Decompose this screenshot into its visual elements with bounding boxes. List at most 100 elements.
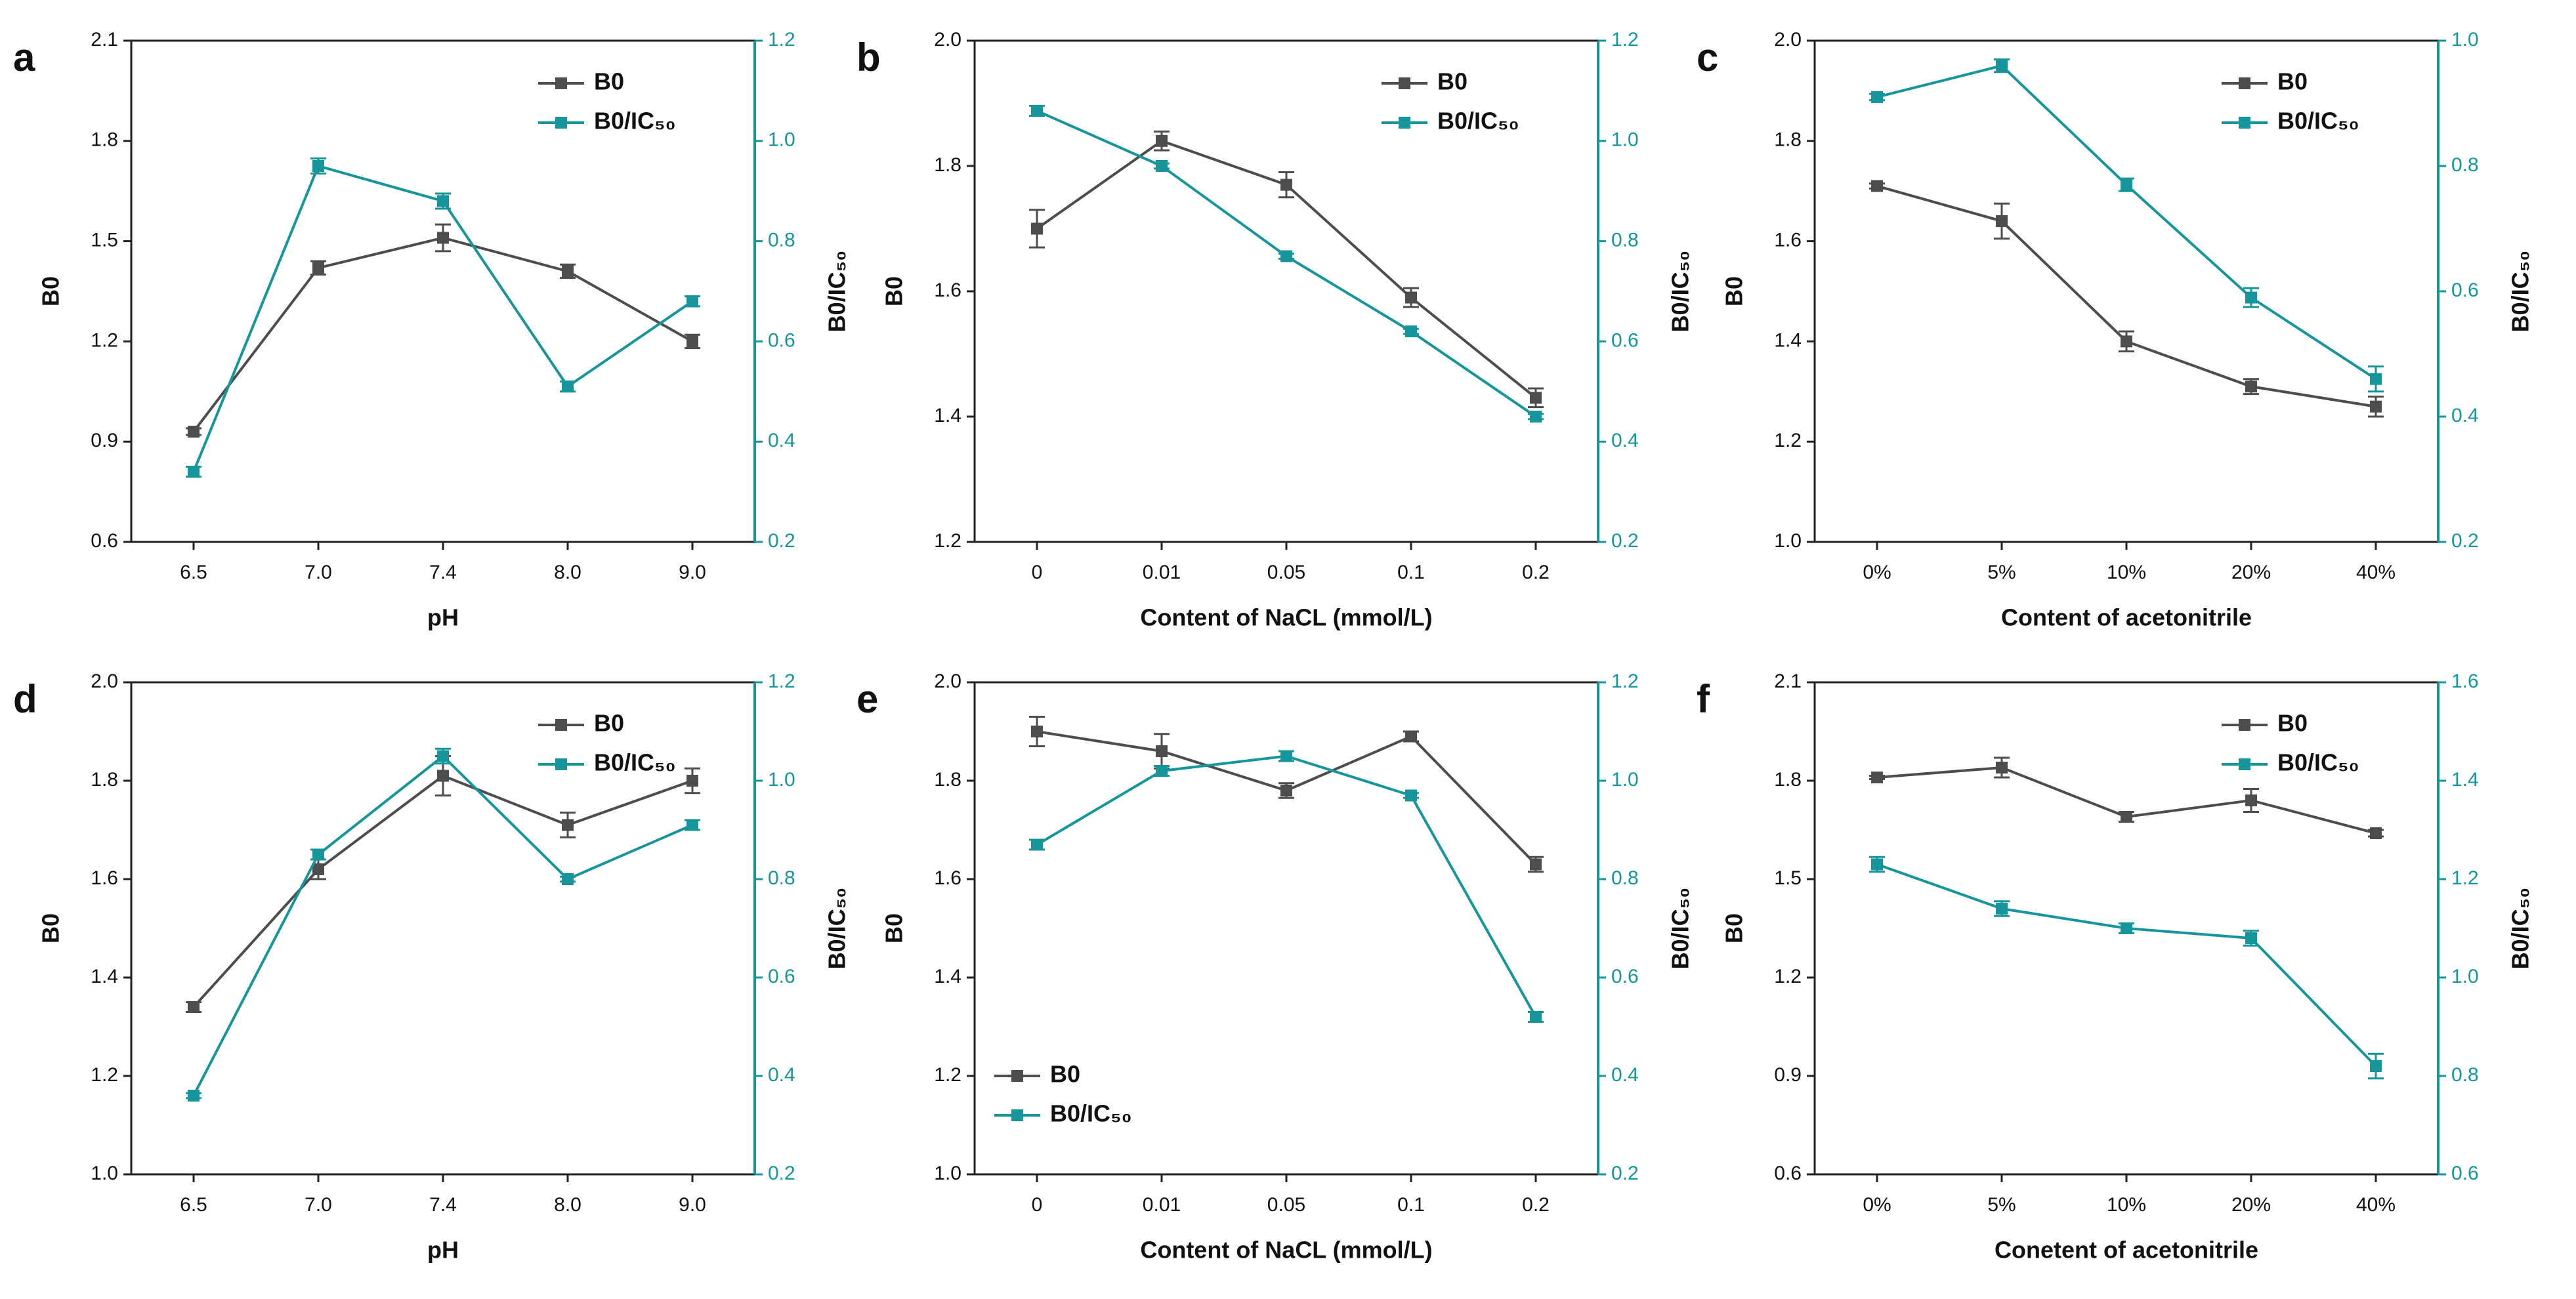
x-tick-label: 7.0 — [305, 1194, 332, 1216]
y2-tick-label: 0.8 — [2451, 1064, 2479, 1086]
marker — [2245, 794, 2257, 806]
marker — [188, 1001, 200, 1013]
marker — [1405, 325, 1417, 338]
y-axis-label: B0 — [1721, 913, 1748, 943]
y2-tick-label: 0.8 — [768, 230, 795, 251]
x-axis-label: Content of acetonitrile — [2001, 604, 2252, 631]
marker — [1156, 160, 1168, 172]
legend-label: B0/IC₅₀ — [1050, 1100, 1132, 1127]
x-tick-label: 8.0 — [554, 562, 581, 583]
marker — [562, 873, 574, 885]
x-tick-label: 9.0 — [679, 1194, 706, 1216]
y2-tick-label: 0.2 — [1611, 530, 1639, 552]
y-tick-label: 1.8 — [91, 129, 118, 151]
legend-label: B0/IC₅₀ — [2277, 749, 2359, 776]
marker — [1996, 60, 2008, 72]
marker — [1280, 750, 1292, 762]
y-tick-label: 1.8 — [934, 154, 961, 176]
legend-label: B0 — [1437, 68, 1467, 95]
x-tick-label: 0.05 — [1267, 562, 1305, 583]
marker — [188, 1090, 200, 1102]
y2-tick-label: 0.6 — [768, 329, 795, 351]
marker — [2370, 1060, 2382, 1072]
panel-label: b — [856, 35, 881, 79]
y-axis-label: B0 — [1721, 276, 1748, 306]
y2-tick-label: 1.0 — [2451, 29, 2479, 51]
y-tick-label: 0.9 — [1774, 1064, 1802, 1086]
x-axis-label: pH — [427, 1237, 459, 1264]
y2-tick-label: 0.4 — [2451, 405, 2479, 426]
marker — [2121, 811, 2132, 823]
marker — [1996, 215, 2008, 228]
legend-marker — [2239, 117, 2250, 129]
y-tick-label: 1.5 — [91, 230, 118, 251]
marker — [2121, 178, 2132, 191]
x-tick-label: 10% — [2107, 1194, 2146, 1216]
marker — [686, 819, 698, 831]
legend-label: B0 — [1050, 1061, 1080, 1088]
legend-marker — [2239, 77, 2250, 89]
marker — [1530, 858, 1542, 871]
marker — [1530, 411, 1542, 423]
marker — [1405, 789, 1417, 802]
marker — [1996, 762, 2008, 773]
series-line — [1876, 766, 2376, 835]
y2-axis-label: B0/IC₅₀ — [824, 251, 851, 333]
marker — [562, 819, 574, 831]
legend-marker — [555, 117, 567, 129]
series-line — [192, 236, 693, 433]
y2-tick-label: 0.2 — [768, 1163, 795, 1184]
x-tick-label: 0% — [1863, 562, 1891, 583]
panel-label: d — [13, 677, 37, 721]
panel-label: f — [1697, 677, 1710, 721]
marker — [686, 295, 698, 308]
y-tick-label: 2.1 — [91, 29, 118, 51]
y-axis-label: B0 — [37, 913, 64, 943]
y2-tick-label: 1.0 — [768, 769, 795, 791]
chart: 0.6 0.9 1.2 1.5 1.8 2.1 0.2 0.4 0.6 0.8 1.0 1.2 6.5 7… — [13, 29, 851, 631]
y-tick-label: 1.5 — [1774, 867, 1802, 889]
marker — [2121, 922, 2132, 934]
legend-label: B0/IC₅₀ — [2277, 108, 2359, 134]
y2-tick-label: 0.2 — [2451, 530, 2479, 552]
y2-tick-label: 1.4 — [2451, 769, 2479, 791]
y2-tick-label: 1.2 — [2451, 867, 2479, 889]
x-tick-label: 0.1 — [1397, 562, 1425, 583]
marker — [562, 381, 574, 393]
legend-label: B0/IC₅₀ — [594, 749, 676, 776]
y-tick-label: 1.2 — [934, 1064, 961, 1086]
chart: 0.6 0.9 1.2 1.5 1.8 2.1 0.6 0.8 1.0 1.2 1.4 1.6 0% 5%… — [1697, 670, 2534, 1264]
marker — [2245, 381, 2257, 393]
y-tick-label: 2.0 — [91, 670, 118, 692]
y-tick-label: 1.2 — [934, 530, 961, 552]
y2-tick-label: 1.2 — [1611, 670, 1639, 692]
x-axis-label: pH — [427, 604, 459, 631]
y-tick-label: 1.2 — [1774, 430, 1802, 451]
chart: 1.0 1.2 1.4 1.6 1.8 2.0 0.2 0.4 0.6 0.8 1.0 0% 5% 10%… — [1697, 29, 2534, 631]
marker — [1156, 745, 1168, 757]
marker — [312, 863, 324, 875]
marker — [1031, 222, 1043, 235]
marker — [1996, 903, 2008, 915]
legend-label: B0/IC₅₀ — [1437, 108, 1519, 134]
legend-marker — [1399, 77, 1410, 89]
marker — [188, 425, 200, 438]
y2-tick-label: 0.8 — [1611, 867, 1639, 889]
marker — [2370, 373, 2382, 385]
x-tick-label: 7.4 — [429, 562, 457, 583]
marker — [1031, 726, 1043, 737]
x-tick-label: 10% — [2107, 562, 2146, 583]
legend-label: B0 — [2277, 710, 2308, 737]
panel-label: e — [856, 677, 878, 721]
y-tick-label: 1.4 — [91, 966, 118, 987]
marker — [686, 335, 698, 348]
y-tick-label: 1.8 — [934, 769, 961, 791]
x-tick-label: 0.01 — [1143, 562, 1181, 583]
marker — [686, 775, 698, 787]
y2-tick-label: 0.8 — [768, 867, 795, 889]
chart: 1.0 1.2 1.4 1.6 1.8 2.0 0.2 0.4 0.6 0.8 1.0 1.2 6.5 7… — [13, 670, 851, 1264]
y-tick-label: 1.4 — [934, 405, 961, 426]
legend-marker — [2239, 719, 2250, 731]
marker — [312, 848, 324, 861]
